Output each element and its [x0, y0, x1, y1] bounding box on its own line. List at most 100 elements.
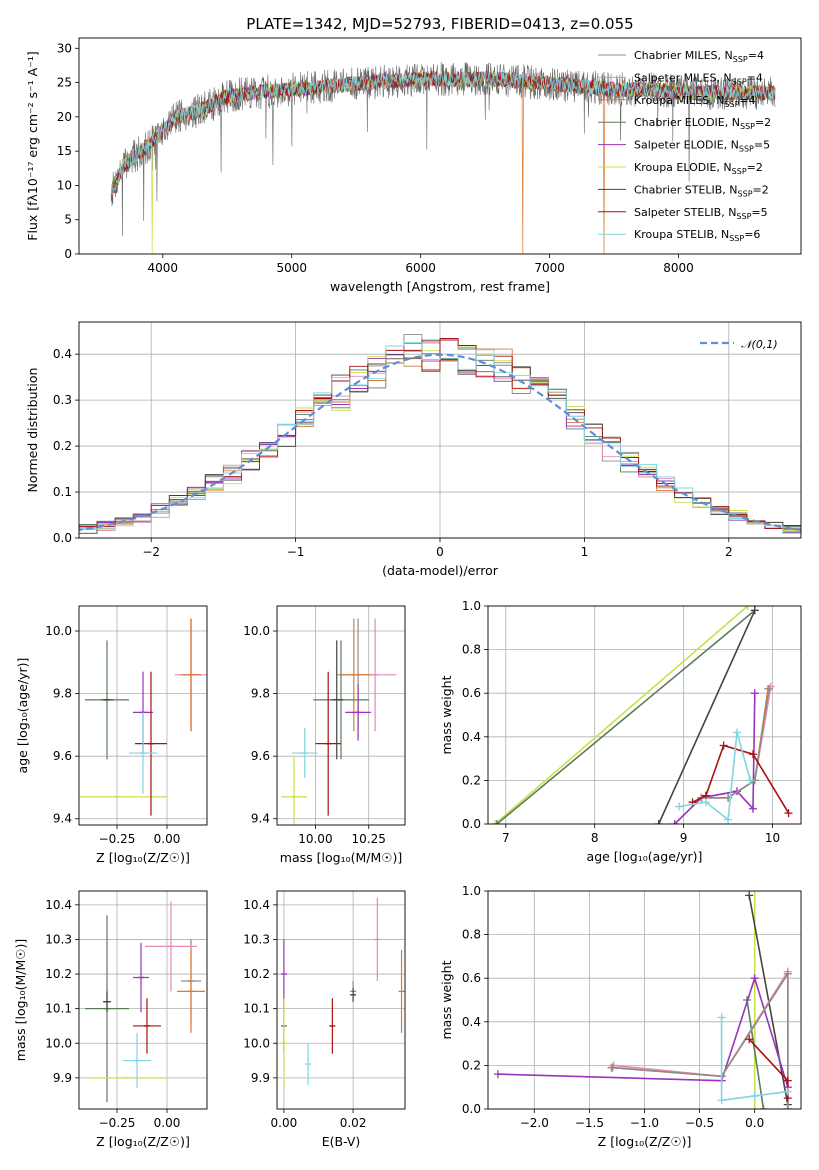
y-tick-label: 0.6	[462, 971, 481, 985]
legend-label-kroupa-stelib: Kroupa STELIB, NSSP=6	[634, 228, 760, 243]
series-line	[720, 1017, 788, 1102]
legend-label-kroupa-elodie: Kroupa ELODIE, NSSP=2	[634, 161, 763, 176]
y-tick-label: 9.9	[53, 1071, 72, 1085]
point-chabrier-stelib	[330, 640, 344, 760]
x-axis-label: Z [log₁₀(Z/Z☉)]	[96, 850, 190, 865]
series-marker	[783, 1105, 792, 1109]
series-marker	[724, 815, 733, 824]
x-axis-label: wavelength [Angstrom, rest frame]	[330, 279, 550, 294]
x-tick-label: 0.00	[154, 1116, 181, 1130]
y-tick-label: 10.0	[45, 1036, 72, 1050]
legend-gaussian-label: 𝒩(0,1)	[741, 338, 778, 351]
point-kroupa-elodie	[280, 998, 287, 1089]
x-tick-label: 9	[680, 831, 688, 845]
mass-weight-vs-metallicity-panel: −2.0 −1.5 −1.0 −0.5 0.0 0.0 0.2 0.4 0.6 0.8 1.0 Z […	[439, 884, 802, 1149]
axes-frame	[276, 890, 406, 1110]
x-tick-label: 10	[765, 831, 780, 845]
series-line	[701, 688, 770, 799]
x-tick-label: −1.0	[630, 1116, 659, 1130]
x-tick-label: −0.5	[685, 1116, 714, 1130]
axis-ticks: 4000 5000 6000 7000 8000 0 5 10 15 20 25 30	[57, 41, 694, 275]
y-tick-label: 10.4	[45, 898, 72, 912]
y-tick-label: 0.2	[462, 1058, 481, 1072]
y-axis-label: mass weight	[439, 675, 454, 754]
point-salpeter-elodie	[345, 684, 371, 741]
series-marker	[750, 974, 759, 983]
x-tick-label: 5000	[276, 261, 307, 275]
y-tick-label: 1.0	[462, 599, 481, 613]
x-tick-label: 0.00	[154, 832, 181, 846]
y-tick-label: 10.4	[243, 898, 270, 912]
point-salpeter-stelib	[315, 671, 341, 816]
legend-label-salpeter-miles: Salpeter MILES, NSSP=4	[634, 71, 763, 86]
series-marker	[745, 1035, 754, 1044]
series-marker	[750, 1105, 759, 1109]
x-tick-label: 10.25	[352, 832, 386, 846]
series-marker	[654, 820, 663, 824]
x-tick-label: −2	[142, 545, 160, 559]
model-spectrum-chabrier-stelib	[110, 71, 776, 196]
x-axis-label: E(B-V)	[322, 1134, 361, 1149]
x-axis-label: Z [log₁₀(Z/Z☉)]	[598, 1134, 692, 1149]
series-marker	[750, 606, 759, 615]
point-salpeter-stelib	[133, 998, 161, 1054]
point-salpeter-elodie	[280, 939, 287, 1009]
y-tick-label: 30	[57, 41, 72, 55]
axis-ticks: 10.00 10.25 9.4 9.6 9.8 10.0	[243, 624, 386, 846]
series-marker	[750, 891, 759, 895]
series-marker	[750, 1091, 759, 1100]
legend-label-chabrier-miles: Chabrier MILES, NSSP=4	[634, 49, 764, 64]
series-marker	[746, 776, 755, 785]
y-tick-label: 0.8	[462, 643, 481, 657]
axes-frame	[78, 37, 802, 255]
series-marker	[493, 1070, 502, 1079]
axis-ticks: −2.0 −1.5 −1.0 −0.5 0.0 0.0 0.2 0.4 0.6 0.8 1.0	[462, 884, 764, 1130]
histogram-salpeter-stelib	[79, 338, 801, 537]
series-marker	[732, 728, 741, 737]
y-tick-label: 10.1	[45, 1002, 72, 1016]
series-marker	[750, 689, 759, 698]
series-marker	[745, 891, 754, 900]
series-marker	[608, 1063, 617, 1072]
series-line	[496, 609, 756, 824]
x-tick-label: −0.25	[99, 1116, 136, 1130]
plot-area	[79, 334, 801, 537]
y-tick-label: 9.6	[251, 749, 270, 763]
y-tick-label: 10.2	[243, 967, 270, 981]
model-spectrum-kroupa-stelib	[110, 71, 776, 196]
series-line	[612, 971, 789, 1109]
y-tick-label: 0.8	[462, 928, 481, 942]
y-tick-label: 10.0	[45, 624, 72, 638]
gaussian-reference-line	[79, 353, 801, 532]
y-tick-label: 0.4	[53, 347, 72, 361]
figure-title: PLATE=1342, MJD=52793, FIBERID=0413, z=0…	[246, 15, 633, 33]
series-marker	[701, 798, 710, 807]
point-chabrier-stelib	[103, 991, 111, 1013]
y-tick-label: 10	[57, 178, 72, 192]
legend-label-chabrier-elodie: Chabrier ELODIE, NSSP=2	[634, 116, 771, 131]
age-vs-mass-panel: 10.00 10.25 9.4 9.6 9.8 10.0 mass [log₁₀(M/M☉)…	[243, 605, 406, 865]
grid	[277, 891, 405, 1109]
point-salpeter-stelib	[329, 998, 336, 1054]
y-tick-label: 20	[57, 110, 72, 124]
series-marker	[717, 1096, 726, 1105]
axes-frame	[487, 605, 802, 825]
y-tick-label: 9.9	[251, 1071, 270, 1085]
y-tick-label: 1.0	[462, 884, 481, 898]
series-line	[613, 968, 789, 1109]
series-marker	[491, 820, 500, 824]
model-spectrum-salpeter-stelib	[110, 70, 776, 196]
y-tick-label: 0.4	[462, 1015, 481, 1029]
y-tick-label: 25	[57, 76, 72, 90]
x-tick-label: 1	[581, 545, 589, 559]
series-salpeter-miles	[609, 967, 792, 1109]
x-tick-label: 7	[502, 831, 510, 845]
plot-area	[110, 61, 776, 254]
series-marker	[719, 741, 728, 750]
series-kroupa-stelib	[675, 728, 755, 824]
x-tick-label: 0	[436, 545, 444, 559]
y-tick-label: 9.8	[53, 687, 72, 701]
point-kroupa-stelib	[123, 1032, 151, 1089]
x-axis-label: (data-model)/error	[382, 563, 499, 578]
x-tick-label: 10.00	[298, 832, 332, 846]
